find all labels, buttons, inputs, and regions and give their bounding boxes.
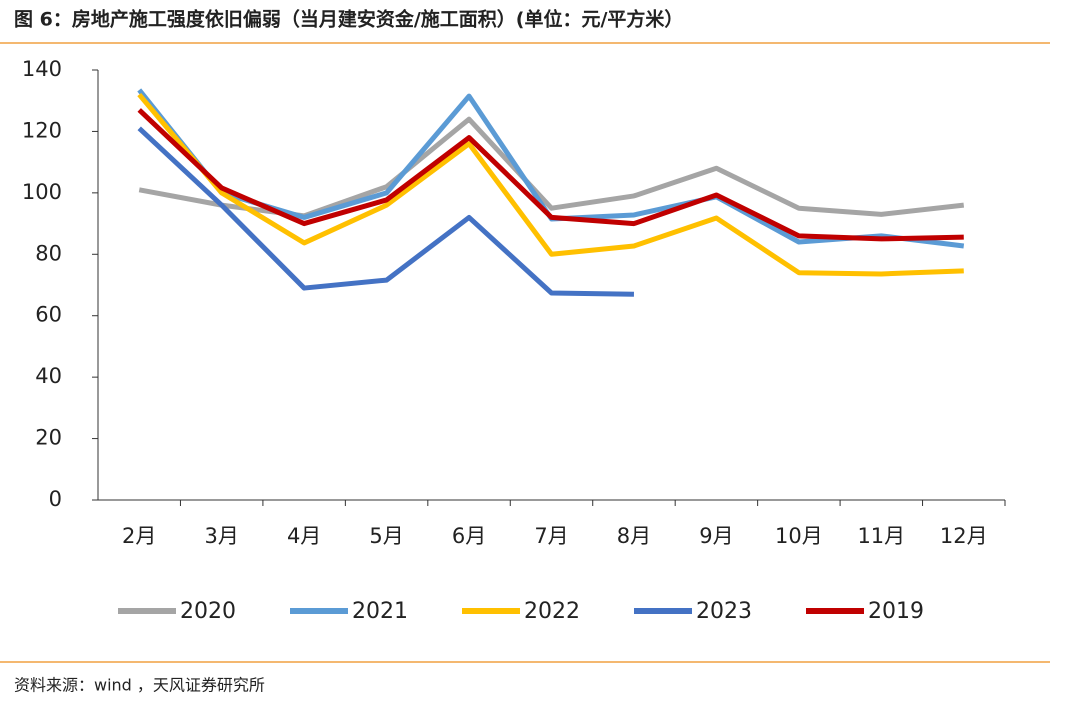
x-tick-label: 11月 — [857, 524, 905, 548]
y-tick-label: 100 — [22, 180, 62, 204]
x-tick-label: 6月 — [452, 524, 486, 548]
y-tick-label: 120 — [22, 118, 62, 142]
series-line — [137, 88, 965, 249]
x-tick-label: 8月 — [617, 524, 651, 548]
series-line — [137, 92, 964, 277]
series-line — [138, 116, 965, 219]
legend-label: 2022 — [524, 599, 580, 624]
series-line — [137, 126, 634, 297]
x-tick-label: 7月 — [534, 524, 568, 548]
y-tick-label: 140 — [22, 57, 62, 81]
source: 资料来源：wind ，天风证券研究所 — [14, 676, 265, 695]
series-line — [137, 108, 964, 242]
x-tick-label: 2月 — [122, 524, 156, 548]
x-tick-label: 12月 — [940, 524, 988, 548]
y-tick-label: 60 — [35, 303, 62, 327]
x-tick-label: 5月 — [369, 524, 403, 548]
x-tick-label: 10月 — [775, 524, 823, 548]
legend-label: 2020 — [180, 599, 236, 624]
y-tick-label: 40 — [35, 364, 62, 388]
x-tick-label: 9月 — [699, 524, 733, 548]
legend-label: 2023 — [696, 599, 752, 624]
x-tick-label: 4月 — [287, 524, 321, 548]
y-tick-label: 0 — [49, 487, 62, 511]
legend-label: 2019 — [868, 599, 924, 624]
y-tick-label: 80 — [35, 241, 62, 265]
chart-title: 图 6：房地产施工强度依旧偏弱（当月建安资金/施工面积）(单位：元/平方米） — [14, 8, 683, 31]
x-tick-label: 3月 — [204, 524, 238, 548]
y-tick-label: 20 — [35, 426, 62, 450]
legend-label: 2021 — [352, 599, 408, 624]
